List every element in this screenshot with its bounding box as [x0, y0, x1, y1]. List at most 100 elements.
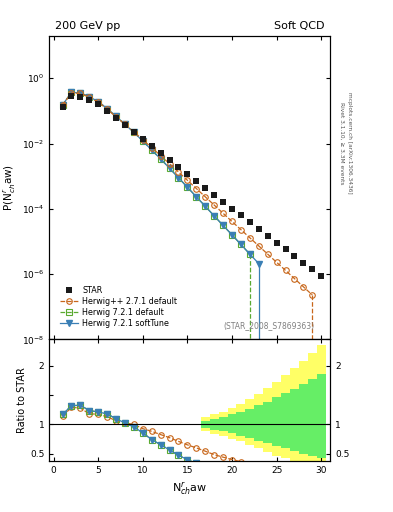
Herwig 7.2.1 default	[149, 147, 154, 153]
Text: Rivet 3.1.10, ≥ 3.3M events: Rivet 3.1.10, ≥ 3.3M events	[339, 102, 344, 185]
Herwig 7.2.1 default	[87, 94, 92, 100]
STAR	[301, 260, 306, 266]
Herwig++ 2.7.1 default	[248, 234, 252, 241]
Herwig++ 2.7.1 default	[274, 259, 279, 265]
Text: mcplots.cern.ch [arXiv:1306.3436]: mcplots.cern.ch [arXiv:1306.3436]	[347, 93, 352, 194]
Herwig++ 2.7.1 default	[78, 90, 83, 96]
Herwig 7.2.1 default	[105, 105, 110, 112]
Herwig++ 2.7.1 default	[69, 90, 74, 96]
Herwig 7.2.1 softTune	[60, 102, 65, 108]
Herwig++ 2.7.1 default	[221, 210, 226, 217]
Herwig 7.2.1 default	[239, 241, 243, 247]
Herwig 7.2.1 softTune	[167, 165, 172, 172]
STAR	[274, 240, 279, 246]
Herwig 7.2.1 softTune	[230, 232, 234, 238]
Herwig 7.2.1 default	[96, 98, 101, 104]
STAR	[149, 143, 154, 149]
STAR	[292, 253, 297, 259]
Herwig 7.2.1 softTune	[105, 105, 110, 112]
Herwig++ 2.7.1 default	[87, 94, 92, 100]
Text: (STAR_2008_S7869363): (STAR_2008_S7869363)	[223, 321, 314, 330]
Herwig 7.2.1 softTune	[114, 113, 118, 119]
Herwig++ 2.7.1 default	[301, 284, 306, 290]
Legend: STAR, Herwig++ 2.7.1 default, Herwig 7.2.1 default, Herwig 7.2.1 softTune: STAR, Herwig++ 2.7.1 default, Herwig 7.2…	[59, 284, 179, 329]
Herwig 7.2.1 default	[194, 194, 199, 200]
Herwig 7.2.1 softTune	[185, 184, 190, 190]
STAR	[194, 178, 199, 184]
STAR	[239, 212, 243, 219]
Herwig 7.2.1 default	[221, 222, 226, 228]
Herwig++ 2.7.1 default	[292, 275, 297, 282]
Herwig 7.2.1 default	[78, 90, 83, 96]
Line: Herwig 7.2.1 default: Herwig 7.2.1 default	[60, 90, 253, 257]
Line: STAR: STAR	[59, 93, 325, 280]
Herwig++ 2.7.1 default	[149, 144, 154, 151]
Herwig++ 2.7.1 default	[239, 227, 243, 233]
Herwig 7.2.1 default	[167, 165, 172, 172]
Herwig 7.2.1 softTune	[248, 251, 252, 257]
STAR	[105, 108, 110, 114]
STAR	[319, 273, 323, 280]
STAR	[140, 136, 145, 142]
STAR	[69, 93, 74, 99]
STAR	[212, 191, 217, 198]
Herwig 7.2.1 default	[176, 175, 181, 181]
Herwig++ 2.7.1 default	[114, 114, 118, 120]
Herwig 7.2.1 default	[132, 130, 136, 136]
Herwig++ 2.7.1 default	[256, 243, 261, 249]
Herwig 7.2.1 default	[185, 184, 190, 190]
STAR	[60, 104, 65, 110]
Herwig++ 2.7.1 default	[265, 251, 270, 257]
Herwig++ 2.7.1 default	[203, 194, 208, 200]
Herwig 7.2.1 softTune	[212, 213, 217, 219]
STAR	[230, 205, 234, 211]
STAR	[221, 199, 226, 205]
STAR	[265, 232, 270, 239]
STAR	[283, 246, 288, 252]
Herwig++ 2.7.1 default	[230, 219, 234, 225]
STAR	[114, 115, 118, 121]
Herwig++ 2.7.1 default	[96, 99, 101, 105]
Herwig++ 2.7.1 default	[283, 267, 288, 273]
Herwig 7.2.1 softTune	[221, 222, 226, 228]
Herwig 7.2.1 softTune	[149, 147, 154, 153]
Y-axis label: Ratio to STAR: Ratio to STAR	[17, 367, 27, 433]
Herwig 7.2.1 default	[114, 113, 118, 119]
Text: Soft QCD: Soft QCD	[274, 22, 325, 31]
Herwig 7.2.1 default	[123, 121, 127, 127]
STAR	[248, 219, 252, 225]
Y-axis label: P(N$_{ch}^{r}$aw): P(N$_{ch}^{r}$aw)	[2, 164, 18, 211]
Herwig 7.2.1 softTune	[140, 138, 145, 144]
Herwig 7.2.1 default	[60, 102, 65, 108]
STAR	[185, 171, 190, 177]
Herwig++ 2.7.1 default	[310, 292, 315, 298]
Line: Herwig++ 2.7.1 default: Herwig++ 2.7.1 default	[60, 90, 315, 297]
Herwig 7.2.1 softTune	[203, 203, 208, 209]
STAR	[176, 164, 181, 170]
Herwig++ 2.7.1 default	[212, 202, 217, 208]
Herwig 7.2.1 default	[140, 138, 145, 144]
Herwig++ 2.7.1 default	[60, 102, 65, 109]
STAR	[132, 129, 136, 135]
Herwig 7.2.1 default	[203, 203, 208, 209]
STAR	[158, 150, 163, 156]
Herwig++ 2.7.1 default	[185, 177, 190, 183]
Line: Herwig 7.2.1 softTune: Herwig 7.2.1 softTune	[60, 90, 261, 266]
STAR	[78, 94, 83, 100]
Herwig++ 2.7.1 default	[176, 169, 181, 175]
Herwig 7.2.1 softTune	[132, 130, 136, 136]
Herwig 7.2.1 softTune	[78, 90, 83, 96]
Herwig++ 2.7.1 default	[132, 129, 136, 135]
Herwig 7.2.1 default	[158, 156, 163, 162]
STAR	[203, 185, 208, 191]
Herwig 7.2.1 default	[230, 232, 234, 238]
Herwig 7.2.1 softTune	[194, 194, 199, 200]
Herwig 7.2.1 softTune	[69, 89, 74, 95]
Herwig 7.2.1 softTune	[176, 175, 181, 181]
Herwig 7.2.1 default	[248, 251, 252, 257]
STAR	[167, 157, 172, 163]
Herwig 7.2.1 softTune	[239, 241, 243, 247]
Herwig++ 2.7.1 default	[158, 153, 163, 159]
Herwig 7.2.1 softTune	[256, 261, 261, 267]
Herwig++ 2.7.1 default	[105, 106, 110, 112]
